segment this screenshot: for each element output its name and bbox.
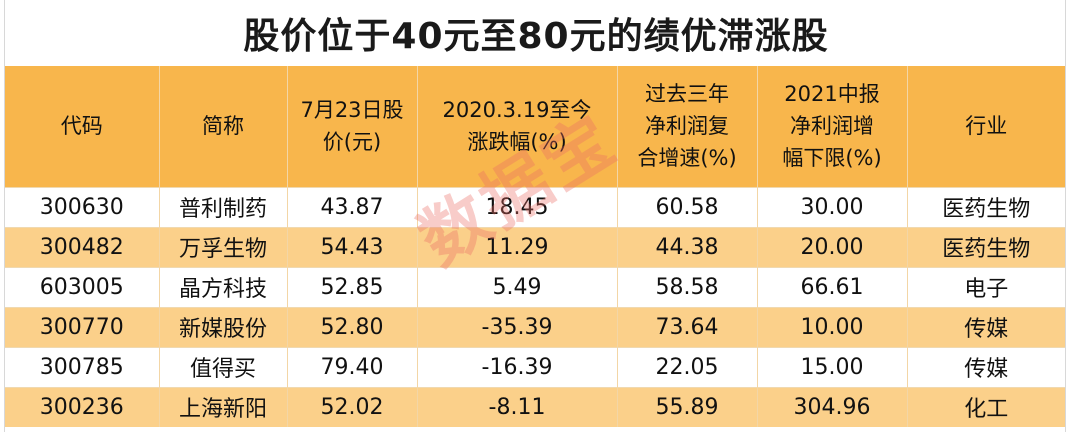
cell-name: 晶方科技 — [159, 266, 288, 307]
cell-growth: 44.38 — [617, 226, 758, 267]
cell-industry: 医药生物 — [907, 186, 1065, 227]
cell-name: 普利制药 — [159, 186, 288, 227]
cell-price: 43.87 — [287, 186, 418, 227]
table-row: 300482 万孚生物 54.43 11.29 44.38 20.00 医药生物 — [5, 226, 1065, 267]
header-name: 简称 — [159, 66, 288, 187]
cell-price: 52.80 — [287, 306, 418, 347]
table-title: 股价位于40元至80元的绩优滞涨股 — [243, 16, 829, 57]
cell-industry: 化工 — [907, 386, 1065, 427]
cell-growth: 55.89 — [617, 386, 758, 427]
cell-growth: 22.05 — [617, 346, 758, 387]
cell-growth: 60.58 — [617, 186, 758, 227]
cell-code: 300785 — [5, 346, 160, 387]
stock-table: 代码 简称 7月23日股 价(元) 2020.3.19至今 涨跌幅(%) 过去三年净… — [5, 66, 1065, 427]
cell-code: 300482 — [5, 226, 160, 267]
cell-midyear: 304.96 — [757, 386, 908, 427]
header-price: 7月23日股 价(元) — [287, 66, 418, 187]
header-row: 代码 简称 7月23日股 价(元) 2020.3.19至今 涨跌幅(%) 过去三年净… — [5, 66, 1065, 187]
cell-change: -8.11 — [417, 386, 618, 427]
cell-industry: 传媒 — [907, 346, 1065, 387]
cell-name: 值得买 — [159, 346, 288, 387]
cell-code: 300236 — [5, 386, 160, 427]
cell-change: 5.49 — [417, 266, 618, 307]
cell-code: 300770 — [5, 306, 160, 347]
cell-name: 万孚生物 — [159, 226, 288, 267]
cell-price: 54.43 — [287, 226, 418, 267]
header-growth: 过去三年 净利润复 合增速(%) — [617, 66, 758, 187]
cell-name: 新媒股份 — [159, 306, 288, 347]
table-row: 603005 晶方科技 52.85 5.49 58.58 66.61 电子 — [5, 266, 1065, 307]
table-card: 股价位于40元至80元的绩优滞涨股 代码 简称 7月23日股 价(元) 2020.… — [4, 0, 1066, 432]
header-code: 代码 — [5, 66, 160, 187]
cell-midyear: 20.00 — [757, 226, 908, 267]
cell-change: 11.29 — [417, 226, 618, 267]
header-midyear: 2021中报 净利润增 幅下限(%) — [757, 66, 908, 187]
table-row: 300785 值得买 79.40 -16.39 22.05 15.00 传媒 — [5, 346, 1065, 387]
cell-change: -35.39 — [417, 306, 618, 347]
cell-growth: 58.58 — [617, 266, 758, 307]
cell-industry: 传媒 — [907, 306, 1065, 347]
cell-code: 300630 — [5, 186, 160, 227]
cell-midyear: 30.00 — [757, 186, 908, 227]
cell-industry: 电子 — [907, 266, 1065, 307]
cell-price: 52.02 — [287, 386, 418, 427]
cell-code: 603005 — [5, 266, 160, 307]
cell-price: 79.40 — [287, 346, 418, 387]
cell-change: 18.45 — [417, 186, 618, 227]
table-row: 300630 普利制药 43.87 18.45 60.58 30.00 医药生物 — [5, 186, 1065, 227]
cell-midyear: 15.00 — [757, 346, 908, 387]
cell-industry: 医药生物 — [907, 226, 1065, 267]
cell-growth: 73.64 — [617, 306, 758, 347]
cell-name: 上海新阳 — [159, 386, 288, 427]
header-industry: 行业 — [965, 114, 1008, 139]
table-row: 300236 上海新阳 52.02 -8.11 55.89 304.96 化工 — [5, 386, 1065, 427]
table-row: 300770 新媒股份 52.80 -35.39 73.64 10.00 传媒 — [5, 306, 1065, 347]
cell-price: 52.85 — [287, 266, 418, 307]
cell-midyear: 66.61 — [757, 266, 908, 307]
cell-midyear: 10.00 — [757, 306, 908, 347]
header-change: 2020.3.19至今 涨跌幅(%) — [417, 66, 618, 187]
cell-change: -16.39 — [417, 346, 618, 387]
